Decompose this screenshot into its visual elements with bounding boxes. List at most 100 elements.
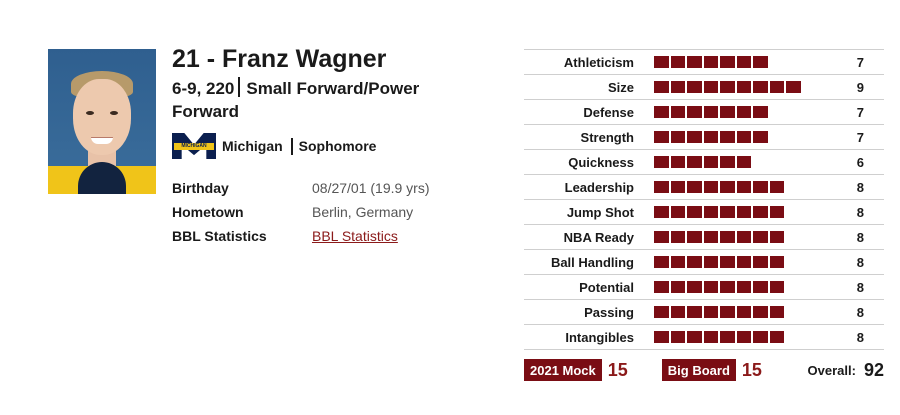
info-label: Hometown <box>172 204 244 220</box>
rating-segment <box>753 331 768 343</box>
rating-label: Potential <box>579 279 634 295</box>
rating-segment <box>703 206 718 218</box>
michigan-logo-icon: MICHIGAN <box>172 133 216 159</box>
rating-segment <box>720 281 735 293</box>
rating-segment <box>769 206 784 218</box>
rating-value: 8 <box>856 304 864 320</box>
info-row-hometown: Hometown Berlin, Germany <box>172 200 430 224</box>
rating-value: 7 <box>856 104 864 120</box>
rating-segment <box>703 131 718 143</box>
info-row-birthday: Birthday 08/27/01 (19.9 yrs) <box>172 176 430 200</box>
rating-segment <box>769 81 784 93</box>
overall-value: 92 <box>863 359 884 380</box>
rating-segment <box>687 306 702 318</box>
rating-segment <box>703 181 718 193</box>
rating-row-intangibles: Intangibles 8 <box>524 325 884 350</box>
rating-segment <box>687 106 702 118</box>
rating-segment <box>753 256 768 268</box>
rating-bar <box>654 331 850 343</box>
rating-segment <box>769 331 784 343</box>
player-position: Small Forward/Power Forward <box>172 79 420 121</box>
rating-segment <box>670 181 685 193</box>
rating-segment <box>654 256 669 268</box>
rating-value: 8 <box>856 179 864 195</box>
rating-segment <box>753 231 768 243</box>
rating-segment <box>736 256 751 268</box>
rating-segment <box>670 281 685 293</box>
rating-segment <box>654 56 669 68</box>
rating-value: 8 <box>856 254 864 270</box>
rating-segment <box>753 181 768 193</box>
rating-bar <box>654 306 850 318</box>
rating-segment <box>769 256 784 268</box>
rating-segment <box>736 181 751 193</box>
rating-segment <box>654 181 669 193</box>
rating-segment <box>670 306 685 318</box>
rating-bar <box>654 106 850 118</box>
rating-segment <box>753 56 768 68</box>
rating-segment <box>703 331 718 343</box>
rating-row-athleticism: Athleticism 7 <box>524 50 884 75</box>
rating-segment <box>786 81 801 93</box>
rating-bar <box>654 281 850 293</box>
rating-value: 8 <box>856 229 864 245</box>
rating-segment <box>720 181 735 193</box>
rating-label: Size <box>607 79 634 95</box>
rating-segment <box>654 156 669 168</box>
rating-row-ball-handling: Ball Handling 8 <box>524 250 884 275</box>
rating-segment <box>654 281 669 293</box>
rating-row-strength: Strength 7 <box>524 125 884 150</box>
rating-label: Jump Shot <box>566 204 634 220</box>
rating-segment <box>736 156 751 168</box>
rating-row-quickness: Quickness 6 <box>524 150 884 175</box>
rating-segment <box>654 231 669 243</box>
rating-label: Athleticism <box>563 54 634 70</box>
bbl-statistics-link[interactable]: BBL Statistics <box>312 228 398 244</box>
rating-segment <box>687 331 702 343</box>
player-photo <box>48 49 156 194</box>
height-weight: 6-9, 220 <box>172 79 235 98</box>
rating-segment <box>670 81 685 93</box>
rating-segment <box>720 81 735 93</box>
rating-segment <box>703 156 718 168</box>
rating-segment <box>736 231 751 243</box>
rating-segment <box>703 56 718 68</box>
player-name: 21 - Franz Wagner <box>172 45 387 73</box>
rating-segment <box>720 156 735 168</box>
rating-segment <box>703 256 718 268</box>
rating-bar <box>654 81 850 93</box>
rating-row-defense: Defense 7 <box>524 100 884 125</box>
rating-row-leadership: Leadership 8 <box>524 175 884 200</box>
rating-segment <box>670 106 685 118</box>
ratings-table: Athleticism 7 Size 9 Defense 7 Strength 7 Quickn… <box>524 49 884 350</box>
rating-segment <box>687 56 702 68</box>
rating-segment <box>703 281 718 293</box>
rating-segment <box>654 81 669 93</box>
rating-segment <box>736 281 751 293</box>
info-label: Birthday <box>172 180 229 196</box>
rating-segment <box>654 131 669 143</box>
rating-row-nba-ready: NBA Ready 8 <box>524 225 884 250</box>
rating-segment <box>670 331 685 343</box>
school-name: Michigan <box>222 138 283 154</box>
rating-segment <box>753 281 768 293</box>
rating-segment <box>687 231 702 243</box>
rating-segment <box>720 331 735 343</box>
rating-segment <box>687 181 702 193</box>
rating-segment <box>736 56 751 68</box>
rating-value: 8 <box>856 204 864 220</box>
rating-segment <box>720 206 735 218</box>
info-label: BBL Statistics <box>172 228 267 244</box>
rating-label: Intangibles <box>565 329 634 345</box>
rating-bar <box>654 56 850 68</box>
rating-value: 6 <box>856 154 864 170</box>
rating-value: 7 <box>856 129 864 145</box>
rating-segment <box>720 306 735 318</box>
rating-segment <box>753 131 768 143</box>
rating-segment <box>687 131 702 143</box>
rating-row-jump-shot: Jump Shot 8 <box>524 200 884 225</box>
rating-segment <box>654 106 669 118</box>
info-value: 08/27/01 (19.9 yrs) <box>312 180 430 196</box>
big-board-badge: Big Board <box>661 359 736 381</box>
rating-value: 8 <box>856 279 864 295</box>
